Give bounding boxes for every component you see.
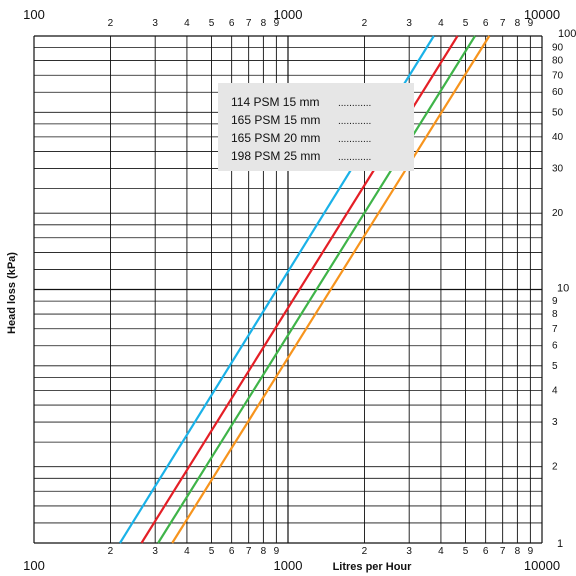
x-minor-tick-label-top: 2 <box>362 18 368 29</box>
x-minor-tick-label-top: 4 <box>438 18 444 29</box>
x-axis-title: Litres per Hour <box>333 561 413 573</box>
y-axis-title: Head loss (kPa) <box>6 252 18 334</box>
y-tick-label: 1 <box>557 538 563 550</box>
legend-entry-leader: ............ <box>338 152 371 163</box>
x-minor-tick-label-bottom: 5 <box>209 546 215 557</box>
y-minor-tick-label: 8 <box>552 309 558 320</box>
y-minor-tick-label: 30 <box>552 164 564 175</box>
y-minor-tick-label: 40 <box>552 132 564 143</box>
x-minor-tick-label-top: 9 <box>274 18 280 29</box>
y-minor-tick-label: 5 <box>552 361 558 372</box>
x-minor-tick-label-top: 4 <box>184 18 190 29</box>
x-minor-tick-label-top: 6 <box>229 18 235 29</box>
y-minor-tick-label: 2 <box>552 462 558 473</box>
legend-entry-leader: ............ <box>338 98 371 109</box>
x-minor-tick-label-bottom: 9 <box>274 546 280 557</box>
x-minor-tick-label-bottom: 6 <box>483 546 489 557</box>
x-minor-tick-label-bottom: 2 <box>362 546 368 557</box>
y-tick-label: 10 <box>557 283 569 295</box>
x-minor-tick-label-top: 9 <box>528 18 534 29</box>
y-minor-tick-label: 20 <box>552 208 564 219</box>
x-minor-tick-label-top: 8 <box>261 18 267 29</box>
legend-entry-label: 165 PSM 15 mm <box>231 113 320 127</box>
x-minor-tick-label-top: 2 <box>108 18 114 29</box>
x-minor-tick-label-top: 7 <box>246 18 252 29</box>
x-minor-tick-label-top: 5 <box>209 18 215 29</box>
legend-entry-label: 198 PSM 25 mm <box>231 149 320 163</box>
y-minor-tick-label: 6 <box>552 341 558 352</box>
y-minor-tick-label: 90 <box>552 43 564 54</box>
x-tick-label-bottom: 10000 <box>524 558 560 573</box>
legend-box <box>218 83 414 171</box>
x-minor-tick-label-top: 5 <box>463 18 469 29</box>
x-minor-tick-label-bottom: 6 <box>229 546 235 557</box>
x-minor-tick-label-bottom: 3 <box>152 546 158 557</box>
y-minor-tick-label: 50 <box>552 107 564 118</box>
x-minor-tick-label-bottom: 7 <box>246 546 252 557</box>
legend-entry-leader: ............ <box>338 134 371 145</box>
x-tick-label-bottom: 1000 <box>274 558 303 573</box>
x-tick-label-bottom: 100 <box>23 558 45 573</box>
legend: 114 PSM 15 mm ............ 165 PSM 15 mm..… <box>218 83 414 171</box>
x-tick-label-top: 100 <box>23 7 45 22</box>
y-minor-tick-label: 70 <box>552 70 564 81</box>
y-minor-tick-label: 4 <box>552 385 558 396</box>
x-minor-tick-label-bottom: 8 <box>515 546 521 557</box>
x-minor-tick-label-top: 7 <box>500 18 506 29</box>
y-minor-tick-label: 9 <box>552 296 558 307</box>
x-minor-tick-label-top: 8 <box>515 18 521 29</box>
y-minor-tick-label: 7 <box>552 324 558 335</box>
tick-labels: 1001001000100010000100002233445566778899… <box>23 7 576 573</box>
x-minor-tick-label-bottom: 7 <box>500 546 506 557</box>
y-minor-tick-label: 60 <box>552 87 564 98</box>
x-minor-tick-label-top: 3 <box>406 18 412 29</box>
x-minor-tick-label-bottom: 4 <box>184 546 190 557</box>
x-minor-tick-label-bottom: 3 <box>406 546 412 557</box>
x-minor-tick-label-bottom: 4 <box>438 546 444 557</box>
series-line <box>157 35 476 544</box>
x-tick-label-top: 1000 <box>274 7 303 22</box>
y-minor-tick-label: 3 <box>552 417 558 428</box>
x-minor-tick-label-bottom: 8 <box>261 546 267 557</box>
legend-entry-label: 165 PSM 20 mm <box>231 131 320 145</box>
x-minor-tick-label-bottom: 5 <box>463 546 469 557</box>
y-minor-tick-label: 80 <box>552 56 564 67</box>
y-tick-label: 100 <box>558 28 576 40</box>
series-line <box>171 35 491 544</box>
x-minor-tick-label-top: 3 <box>152 18 158 29</box>
legend-entry-leader: ............ <box>338 116 371 127</box>
x-minor-tick-label-bottom: 2 <box>108 546 114 557</box>
x-minor-tick-label-bottom: 9 <box>528 546 534 557</box>
legend-entry-label: 114 PSM 15 mm <box>231 95 319 109</box>
x-tick-label-top: 10000 <box>524 7 560 22</box>
x-minor-tick-label-top: 6 <box>483 18 489 29</box>
